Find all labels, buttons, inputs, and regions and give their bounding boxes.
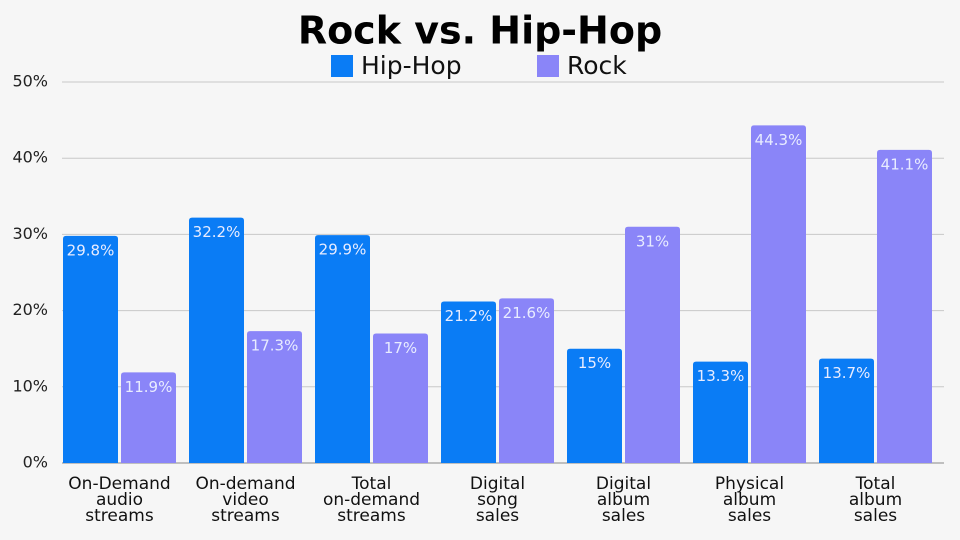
bar xyxy=(819,358,874,463)
value-label: 44.3% xyxy=(755,131,803,149)
bar xyxy=(877,149,932,463)
value-label: 15% xyxy=(578,354,611,372)
x-tick-label: Digital album sales xyxy=(595,474,652,526)
bar xyxy=(315,235,370,463)
y-tick-label: 20% xyxy=(12,300,48,319)
value-label: 29.9% xyxy=(319,241,367,259)
legend-swatch xyxy=(537,55,559,77)
y-tick-label: 50% xyxy=(12,72,48,91)
legend-label: Rock xyxy=(567,51,627,80)
value-label: 13.7% xyxy=(823,364,871,382)
value-label: 21.2% xyxy=(445,307,493,325)
value-label: 17.3% xyxy=(251,337,299,355)
value-label: 31% xyxy=(636,232,669,250)
bar xyxy=(693,361,748,463)
x-tick-label: Digital song sales xyxy=(469,474,526,526)
legend-swatch xyxy=(331,55,353,77)
bar xyxy=(63,235,118,463)
bar xyxy=(751,125,806,464)
bar xyxy=(121,372,176,463)
bar xyxy=(441,301,496,463)
y-tick-label: 10% xyxy=(12,376,48,395)
x-tick-label: Total album sales xyxy=(848,474,903,526)
legend-label: Hip-Hop xyxy=(361,51,462,80)
x-tick-label: On-Demand audio streams xyxy=(68,474,171,526)
x-tick-label: Total on-demand streams xyxy=(322,474,421,526)
bar xyxy=(567,348,622,463)
y-tick-label: 40% xyxy=(12,148,48,167)
bar xyxy=(247,331,302,463)
x-tick-label: Physical album sales xyxy=(714,474,785,526)
value-label: 21.6% xyxy=(503,304,551,322)
bar xyxy=(499,298,554,463)
bar xyxy=(625,226,680,463)
value-label: 17% xyxy=(384,339,417,357)
value-label: 29.8% xyxy=(67,241,115,259)
value-label: 11.9% xyxy=(125,378,173,396)
bar xyxy=(189,217,244,463)
chart-title: Rock vs. Hip-Hop xyxy=(298,9,662,53)
value-label: 41.1% xyxy=(881,155,929,173)
x-tick-label: On-demand video streams xyxy=(195,474,296,526)
y-tick-label: 0% xyxy=(23,453,48,472)
y-tick-label: 30% xyxy=(12,224,48,243)
value-label: 13.3% xyxy=(697,367,745,385)
bar xyxy=(373,333,428,463)
value-label: 32.2% xyxy=(193,223,241,241)
